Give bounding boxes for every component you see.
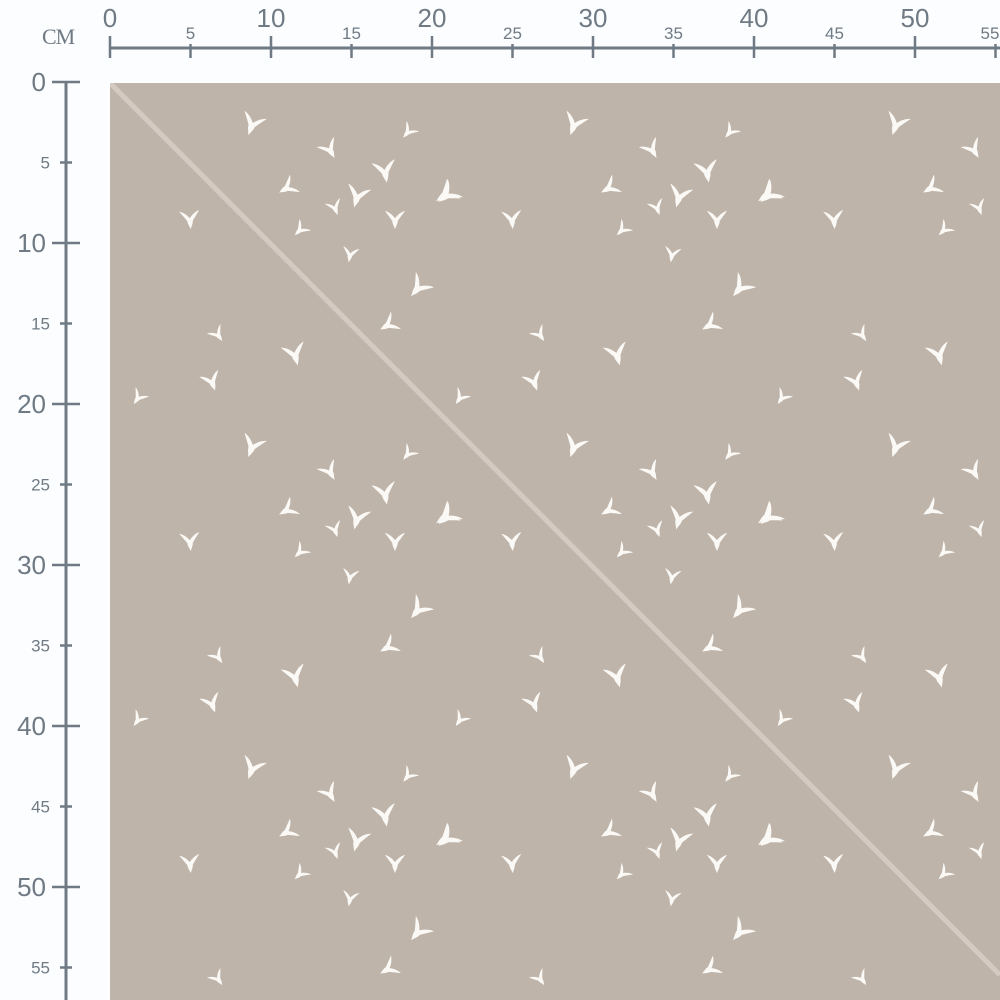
top-ruler-label: 55 (981, 24, 1000, 43)
left-ruler-label: 50 (17, 872, 46, 902)
left-ruler-label: 40 (17, 711, 46, 741)
left-ruler-label: 5 (41, 154, 50, 173)
top-ruler-label: 35 (664, 24, 683, 43)
left-ruler-label: 45 (31, 798, 50, 817)
top-ruler-label: 15 (342, 24, 361, 43)
top-ruler-label: 45 (825, 24, 844, 43)
top-ruler-label: 40 (740, 3, 769, 33)
left-ruler-label: 55 (31, 959, 50, 978)
left-ruler-label: 10 (17, 228, 46, 258)
left-ruler-label: 15 (31, 315, 50, 334)
left-ruler-label: 25 (31, 476, 50, 495)
top-ruler-label: 10 (257, 3, 286, 33)
top-ruler-label: 0 (103, 3, 117, 33)
fabric-background (110, 83, 1000, 1000)
top-ruler-label: 25 (503, 24, 522, 43)
fold-line (110, 83, 1000, 977)
top-ruler-label: 5 (186, 24, 195, 43)
left-ruler-label: 30 (17, 550, 46, 580)
left-ruler-label: 0 (32, 67, 46, 97)
top-ruler-label: 50 (901, 3, 930, 33)
left-ruler-label: 20 (17, 389, 46, 419)
fabric-swatch (110, 83, 1000, 1000)
ruler-unit-label: CM (42, 24, 75, 49)
top-ruler-label: 20 (418, 3, 447, 33)
top-ruler-label: 30 (579, 3, 608, 33)
left-ruler-label: 35 (31, 637, 50, 656)
